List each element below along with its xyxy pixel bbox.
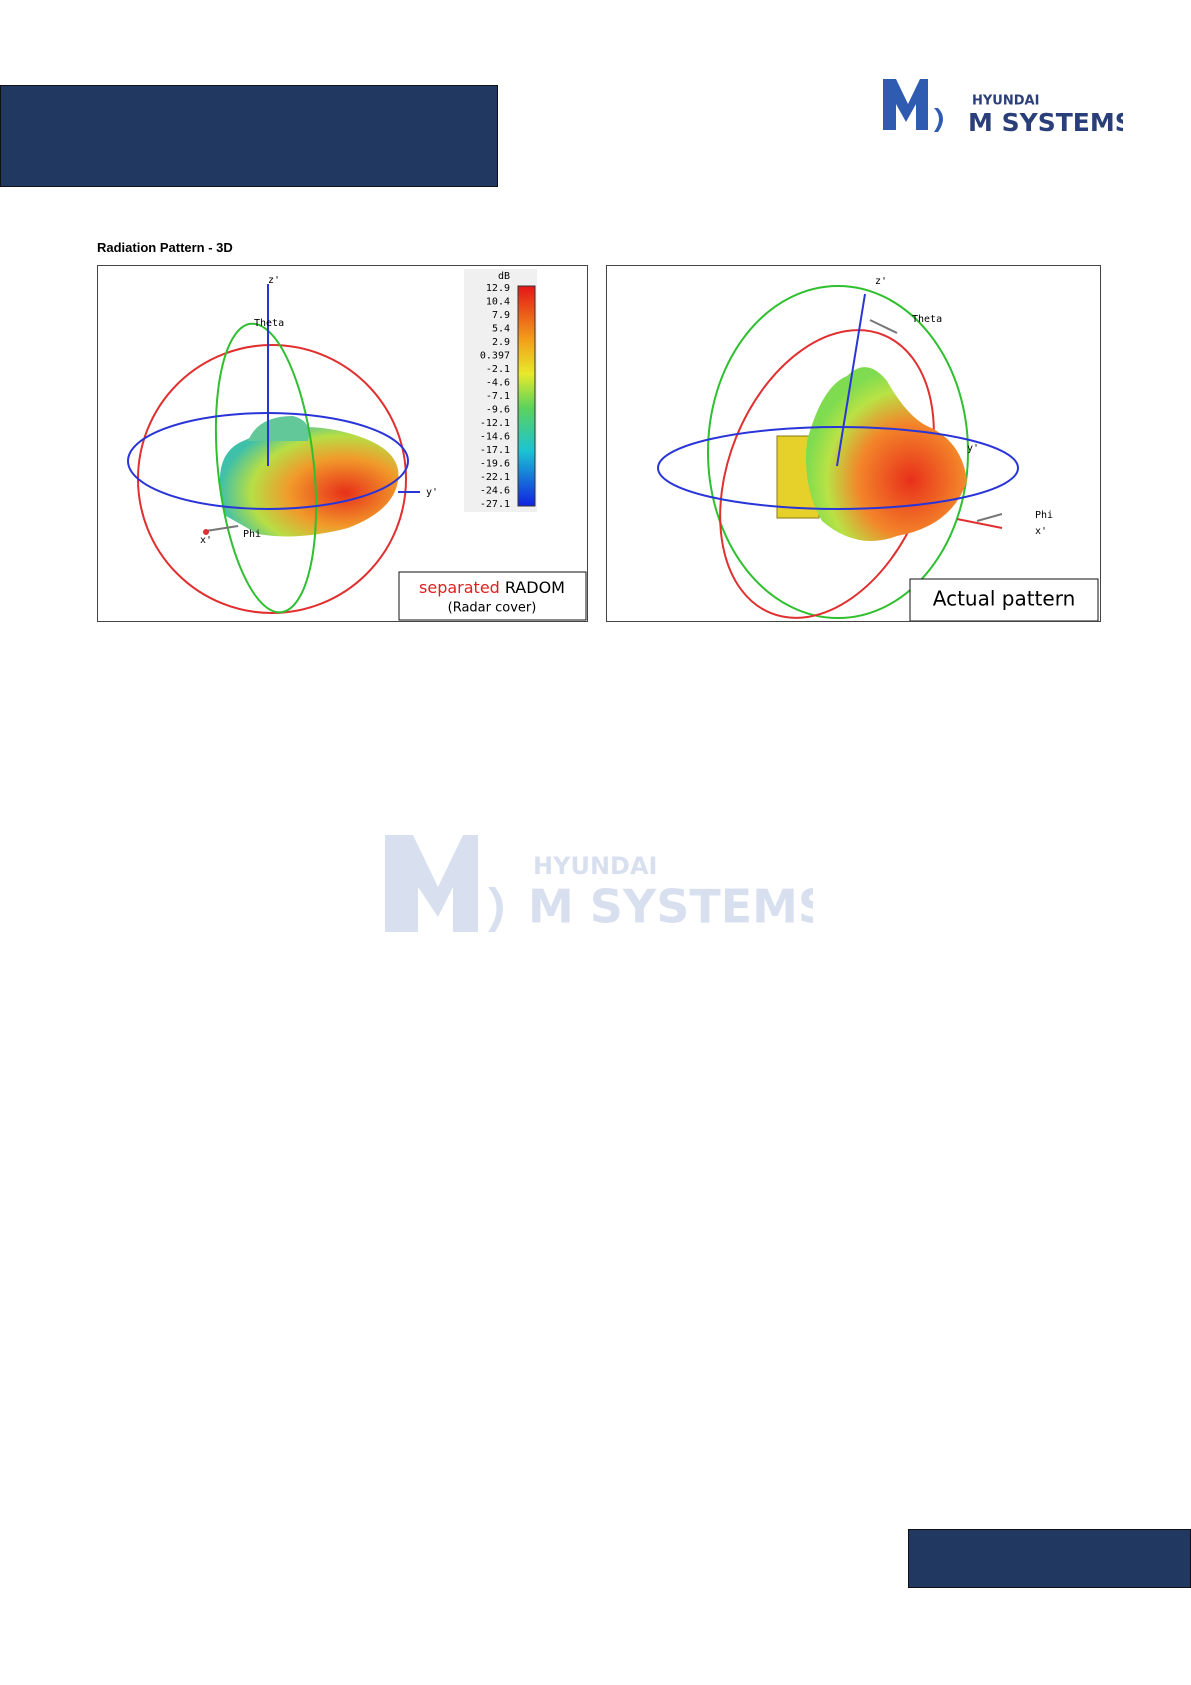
section-title: Radiation Pattern - 3D	[97, 240, 233, 255]
watermark-brand: HYUNDAI	[533, 852, 657, 880]
colorbar-label: -24.6	[480, 486, 510, 497]
colorbar-label: -4.6	[486, 378, 510, 389]
figure: z' Theta y' x' Phi Actual pattern	[606, 265, 1101, 622]
figure: z' Theta y' x' Phi dB 12.9 10.4 7.9 5.4 2.9 0…	[97, 265, 588, 622]
axis-label: Phi	[243, 529, 261, 540]
colorbar-label: -7.1	[486, 391, 510, 402]
colorbar-label: 2.9	[492, 337, 510, 348]
axis	[869, 319, 898, 334]
colorbar-label: -27.1	[480, 499, 510, 510]
footer-band	[908, 1529, 1191, 1588]
colorbar-label: 10.4	[486, 297, 510, 308]
colorbar-label: -22.1	[480, 472, 510, 483]
caption: separated RADOM	[419, 578, 565, 597]
colorbar-label: 12.9	[486, 283, 510, 294]
axis	[976, 513, 1003, 522]
colorbar-unit: dB	[498, 271, 510, 282]
header-band	[0, 85, 498, 187]
logo-brand: HYUNDAI	[972, 94, 1039, 109]
colorbar-label: -19.6	[480, 459, 510, 470]
pattern-lobe	[219, 427, 399, 537]
axis-label: x'	[200, 535, 212, 546]
logo-name: M SYSTEMS	[968, 108, 1123, 137]
caption-sub: (Radar cover)	[448, 601, 537, 616]
watermark: HYUNDAI M SYSTEMS	[383, 832, 831, 941]
axis-label: Theta	[254, 318, 284, 329]
caption-box	[398, 571, 587, 621]
colorbar	[517, 285, 536, 507]
axis	[205, 525, 239, 532]
watermark-name: M SYSTEMS	[528, 880, 813, 934]
axis	[836, 293, 866, 467]
orbit	[657, 426, 1019, 510]
logo-mark	[934, 108, 943, 132]
logo-mark	[385, 835, 478, 932]
logo: HYUNDAI M SYSTEMS	[883, 79, 1123, 137]
watermark-logo: HYUNDAI M SYSTEMS	[385, 835, 831, 934]
colorbar-label: -12.1	[480, 418, 510, 429]
colorbar-label: 7.9	[492, 310, 510, 321]
axis-label: y'	[426, 487, 438, 498]
colorbar-label: -17.1	[480, 445, 510, 456]
colorbar-label: -9.6	[486, 405, 510, 416]
pattern-lobe	[248, 416, 309, 441]
orbit	[707, 285, 969, 619]
caption-highlight: separated	[419, 578, 500, 597]
orbit	[214, 322, 318, 614]
axis	[956, 518, 1003, 529]
axis	[203, 529, 209, 535]
caption-box	[909, 578, 1099, 621]
colorbar-label: -14.6	[480, 432, 510, 443]
colorbar-label: 0.397	[480, 351, 510, 362]
axis-label: z'	[875, 276, 887, 287]
logo-mark	[883, 79, 928, 130]
caption: Actual pattern	[933, 587, 1076, 611]
caption-text: RADOM	[505, 578, 565, 597]
logo-mark	[488, 887, 503, 932]
axis-label: Theta	[912, 314, 942, 325]
colorbar-label: -2.1	[486, 364, 510, 375]
axis-label: z'	[268, 275, 280, 286]
pattern-lobe	[806, 367, 967, 541]
colorbar-label: 5.4	[492, 324, 510, 335]
axis-label: x'	[1035, 526, 1047, 537]
axis-label: Phi	[1035, 510, 1053, 521]
axis-label: y'	[967, 443, 979, 454]
